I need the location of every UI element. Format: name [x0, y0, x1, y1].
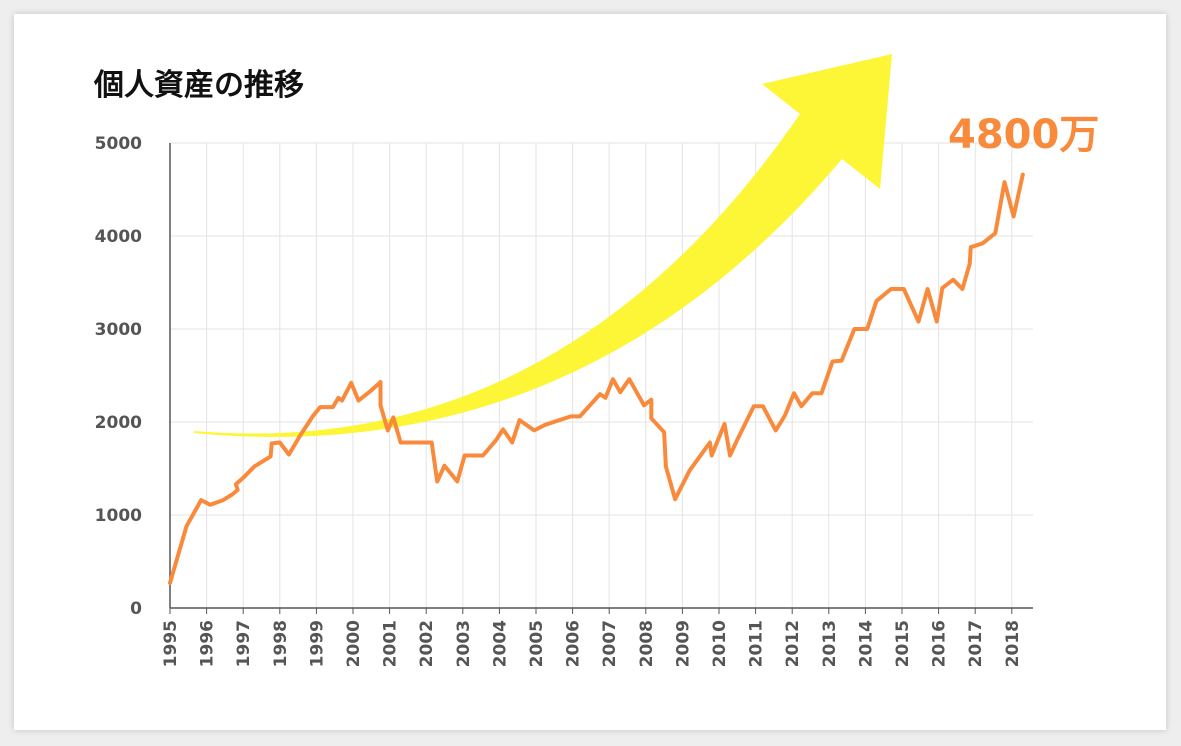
growth-arrow-icon	[194, 54, 892, 437]
x-tick-label: 2003	[454, 620, 474, 667]
x-axis-tick-labels: 1995 1996 1997 1998 1999 2000 2001 2002 2003 2004…	[161, 620, 1023, 667]
x-tick-label: 2016	[930, 620, 950, 667]
x-tick-label: 2009	[673, 620, 693, 667]
y-axis-tick-labels: 0 1000 2000 3000 4000 5000	[95, 134, 142, 619]
y-tick-label: 5000	[95, 134, 142, 154]
x-tick-label: 2018	[1003, 620, 1023, 667]
x-tick-label: 2008	[637, 620, 657, 667]
chart-card	[14, 14, 1166, 730]
x-tick-label: 2013	[820, 620, 840, 667]
y-tick-label: 0	[130, 599, 142, 619]
x-tick-label: 2010	[710, 620, 730, 667]
x-tick-label: 2004	[490, 620, 510, 667]
latest-value-callout: 4800万	[948, 112, 1100, 158]
x-tick-label: 2002	[417, 620, 437, 667]
y-tick-label: 4000	[95, 227, 142, 247]
x-tick-label: 2001	[381, 620, 401, 667]
grid	[170, 142, 1033, 609]
axes	[169, 143, 1033, 614]
x-tick-label: 1998	[271, 620, 291, 667]
x-tick-label: 2012	[783, 620, 803, 667]
asset-series-line	[168, 172, 1025, 585]
x-tick-label: 2014	[856, 620, 876, 667]
x-tick-label: 1996	[198, 620, 218, 667]
x-tick-label: 1999	[307, 620, 327, 667]
y-tick-label: 1000	[95, 506, 142, 526]
x-tick-label: 2000	[344, 620, 364, 667]
y-tick-label: 2000	[95, 413, 142, 433]
y-tick-label: 3000	[95, 320, 142, 340]
x-tick-label: 2006	[564, 620, 584, 667]
x-tick-label: 1997	[234, 620, 254, 667]
x-tick-label: 2015	[893, 620, 913, 667]
x-tick-label: 2017	[966, 620, 986, 667]
x-tick-label: 2005	[527, 620, 547, 667]
x-tick-label: 1995	[161, 620, 181, 667]
chart-title: 個人資産の推移	[94, 68, 304, 103]
x-tick-label: 2007	[600, 620, 620, 667]
x-tick-label: 2011	[747, 620, 767, 667]
